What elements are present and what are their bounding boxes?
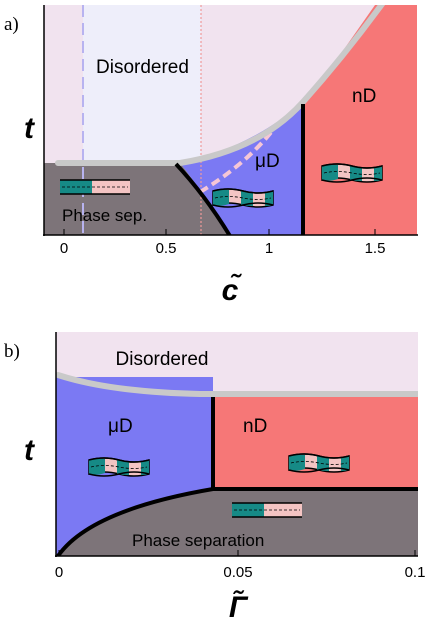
x-axis-label-b: Γ̃ — [229, 590, 249, 624]
phase-boundary-curve-a — [174, 162, 232, 235]
region-label-phase-separation-b: Phase separation — [132, 531, 264, 550]
x-tick-label: 0.1 — [405, 564, 426, 581]
region-label-disordered-a: Disordered — [96, 57, 189, 78]
dashed-pink-boundary — [198, 128, 275, 194]
x-tick-label: 1.5 — [365, 240, 386, 257]
y-axis-label-a: t — [24, 112, 36, 145]
phase-boundary-curve-b — [56, 487, 214, 556]
region-label-mud-b: μD — [108, 416, 133, 437]
region-nd-b — [213, 393, 418, 491]
x-axis-label-a: c̃ — [222, 273, 243, 307]
panel-a: a) t Disordered nD μD Phase sep. 0 0.5 1… — [4, 5, 418, 307]
flat-bar-icon-b — [231, 502, 303, 518]
x-tick-label: 0.5 — [156, 240, 177, 257]
disordered-boundary-b — [56, 372, 418, 397]
region-label-nd-a: nD — [352, 86, 376, 107]
x-tick-label: 0 — [55, 564, 63, 581]
x-tick-label: 0 — [60, 240, 68, 257]
region-label-disordered-b: Disordered — [116, 349, 209, 370]
panel-b-label: b) — [4, 341, 20, 362]
flat-bar-icon-a — [59, 179, 131, 195]
region-label-phase-sep-a: Phase sep. — [62, 206, 147, 225]
panel-b: b) t Disordered μD nD Phase separation 0… — [4, 332, 425, 624]
x-tick-label: 0.05 — [223, 564, 252, 581]
region-label-mud-a: μD — [255, 151, 280, 172]
y-axis-label-b: t — [24, 434, 36, 467]
panel-a-label: a) — [4, 14, 19, 35]
disordered-boundary-a — [55, 5, 386, 166]
region-label-nd-b: nD — [243, 416, 267, 437]
x-tick-label: 1 — [265, 240, 273, 257]
